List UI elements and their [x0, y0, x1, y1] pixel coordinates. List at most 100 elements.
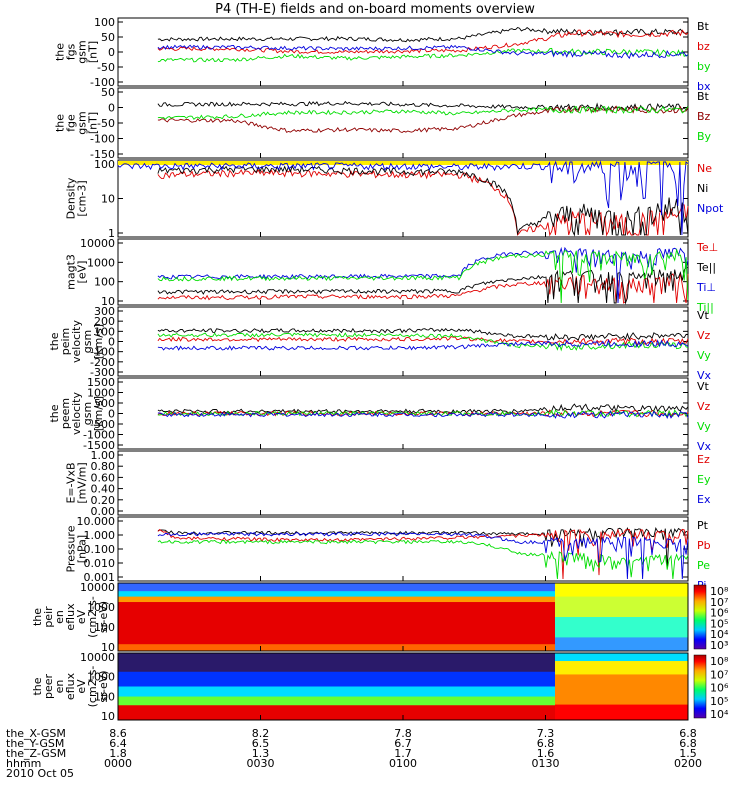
ytick-peem: -1500 — [83, 439, 115, 452]
spectrogram-cell — [479, 653, 489, 673]
footer-value: 0000 — [104, 757, 132, 770]
spectrogram-cell — [498, 591, 508, 598]
footer-label: the_X-GSM — [6, 727, 66, 740]
spectrogram-cell — [184, 602, 195, 645]
spectrogram-cell — [564, 674, 575, 706]
spectrogram-cell — [355, 602, 366, 645]
legend-fge: Bz — [697, 110, 711, 123]
legend-fge: Bt — [697, 90, 710, 103]
spectrogram-cell — [184, 696, 195, 706]
spectrogram-cell — [517, 644, 527, 652]
spectrogram-cell — [308, 583, 318, 592]
spectrogram-cell — [175, 705, 185, 721]
spectrogram-cell — [669, 637, 679, 652]
colorbar-peer — [693, 654, 707, 719]
ylabel-exb: [mV/m] — [76, 462, 89, 503]
spectrogram-cell — [194, 653, 204, 673]
ytick-fge: 0 — [108, 102, 115, 115]
spectrogram-cell — [602, 704, 613, 721]
spectrogram-cell — [270, 602, 280, 645]
spectrogram-cell — [507, 596, 518, 603]
spectrogram-cell — [602, 596, 613, 618]
spectrogram-cell — [450, 671, 461, 687]
ytick-peem: 1000 — [87, 387, 115, 400]
spectrogram-cell — [488, 583, 499, 592]
spectrogram-cell — [374, 602, 385, 645]
spectrogram-cell — [260, 653, 271, 673]
spectrogram-cell — [431, 583, 442, 592]
spectrogram-cell — [156, 583, 166, 592]
spectrogram-cell — [403, 591, 413, 598]
ylabel-peim: velocity — [70, 320, 83, 363]
spectrogram-cell — [327, 671, 337, 687]
spectrogram-cell — [507, 686, 518, 698]
spectrogram-cell — [270, 596, 280, 603]
ytick-peem: 0 — [108, 408, 115, 421]
ytick-fge: 50 — [101, 86, 115, 99]
spectrogram-cell — [507, 705, 518, 721]
series-peim-Vy — [157, 332, 689, 352]
spectrogram-cell — [251, 596, 261, 603]
spectrogram-cell — [555, 704, 565, 721]
colorbar-tick-peer: 10⁴ — [710, 708, 729, 721]
spectrogram-cell — [241, 653, 252, 673]
spectrogram-cell — [659, 661, 670, 675]
footer-value: 1.6 — [537, 747, 555, 760]
spectrogram-cell — [336, 644, 347, 652]
spectrogram-cell — [593, 704, 603, 721]
spectrogram-cell — [241, 644, 252, 652]
spectrogram-cell — [545, 644, 556, 652]
ytick-peim: 300 — [94, 305, 115, 318]
spectrogram-cell — [317, 705, 328, 721]
spectrogram-cell — [194, 686, 204, 698]
spectrogram-cell — [365, 696, 375, 706]
spectrogram-cell — [460, 583, 470, 592]
spectrogram-cell — [678, 674, 689, 706]
spectrogram-cell — [355, 583, 366, 592]
spectrogram-cell — [194, 696, 204, 706]
spectrogram-cell — [355, 644, 366, 652]
spectrogram-cell — [583, 674, 594, 706]
footer-value: 6.8 — [679, 727, 697, 740]
spectrogram-cell — [260, 596, 271, 603]
spectrogram-cell — [431, 705, 442, 721]
spectrogram-cell — [412, 583, 423, 592]
spectrogram-cell — [232, 653, 242, 673]
spectrogram-cell — [669, 704, 679, 721]
legend-fgs: Bt — [697, 20, 710, 33]
spectrogram-cell — [602, 617, 613, 638]
series-fgs-by — [157, 47, 689, 63]
spectrogram-cell — [346, 686, 356, 698]
spectrogram-cell — [156, 653, 166, 673]
spectrogram-cell — [213, 602, 223, 645]
footer-value: 8.6 — [109, 727, 127, 740]
spectrogram-cell — [583, 617, 594, 638]
spectrogram-cell — [431, 671, 442, 687]
spectrogram-cell — [146, 583, 157, 592]
spectrogram-cell — [612, 583, 622, 598]
spectrogram-cell — [574, 661, 584, 675]
spectrogram-cell — [317, 671, 328, 687]
spectrogram-cell — [146, 653, 157, 673]
spectrogram-cell — [441, 671, 451, 687]
spectrogram-cell — [631, 637, 641, 652]
spectrogram-cell — [374, 696, 385, 706]
ytick-fge: -50 — [97, 117, 115, 130]
spectrogram-cell — [184, 583, 195, 592]
spectrogram-cell — [659, 637, 670, 652]
spectrogram-cell — [336, 696, 347, 706]
ylabel-peer: eV — [75, 679, 88, 694]
spectrogram-cell — [612, 704, 622, 721]
spectrogram-cell — [203, 686, 214, 698]
spectrogram-cell — [517, 705, 527, 721]
spectrogram-cell — [479, 696, 489, 706]
spectrogram-cell — [222, 644, 233, 652]
spectrogram-cell — [222, 653, 233, 673]
spectrogram-cell — [317, 583, 328, 592]
spectrogram-cell — [346, 696, 356, 706]
spectrogram-cell — [251, 602, 261, 645]
spectrogram-cell — [118, 686, 128, 698]
spectrogram-cell — [336, 686, 347, 698]
spectrogram-cell — [574, 617, 584, 638]
spectrogram-cell — [450, 602, 461, 645]
